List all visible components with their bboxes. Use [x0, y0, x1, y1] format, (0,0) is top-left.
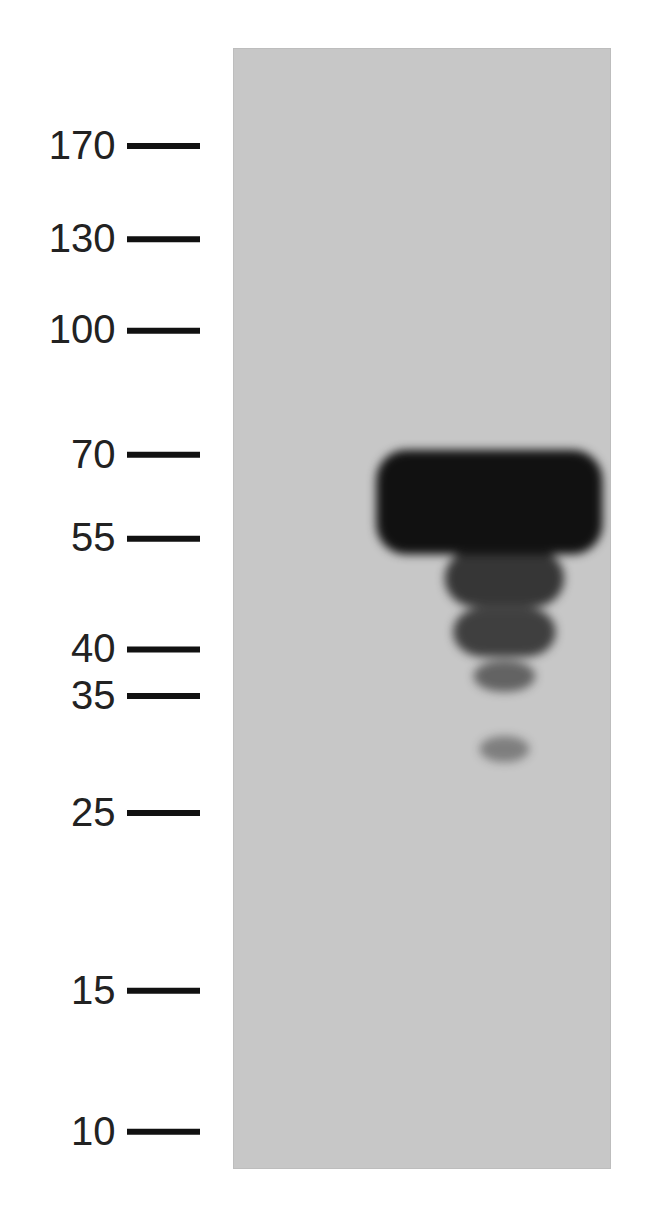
svg-text:40: 40: [71, 626, 116, 670]
svg-text:10: 10: [71, 1109, 116, 1153]
svg-text:170: 170: [49, 123, 116, 167]
svg-text:100: 100: [49, 307, 116, 351]
svg-text:55: 55: [71, 515, 116, 559]
svg-text:70: 70: [71, 432, 116, 476]
svg-text:35: 35: [71, 673, 116, 717]
svg-text:130: 130: [49, 216, 116, 260]
svg-text:25: 25: [71, 790, 116, 834]
svg-text:15: 15: [71, 968, 116, 1012]
